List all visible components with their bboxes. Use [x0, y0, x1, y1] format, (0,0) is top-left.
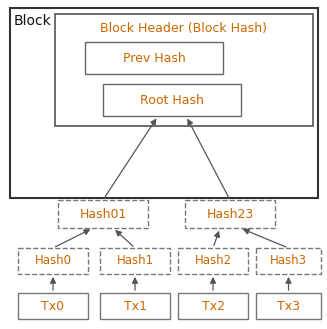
Bar	[55, 14, 313, 126]
Bar	[103, 84, 241, 116]
Bar	[178, 248, 248, 274]
Text: Tx0: Tx0	[42, 299, 64, 313]
Bar	[256, 248, 321, 274]
Text: Prev Hash: Prev Hash	[123, 52, 185, 64]
Text: Tx3: Tx3	[277, 299, 300, 313]
Text: Hash3: Hash3	[270, 255, 307, 267]
Text: Block Header (Block Hash): Block Header (Block Hash)	[100, 22, 267, 35]
Text: Hash2: Hash2	[195, 255, 232, 267]
Bar	[100, 248, 170, 274]
Text: Hash1: Hash1	[116, 255, 154, 267]
Bar	[18, 248, 88, 274]
Bar	[256, 293, 321, 319]
Bar	[178, 293, 248, 319]
Text: Tx1: Tx1	[124, 299, 146, 313]
Text: Hash01: Hash01	[79, 208, 127, 220]
Text: Block: Block	[14, 14, 52, 28]
Bar	[10, 8, 318, 198]
Bar	[58, 200, 148, 228]
Text: Hash23: Hash23	[206, 208, 254, 220]
Bar	[185, 200, 275, 228]
Text: Tx2: Tx2	[201, 299, 225, 313]
Bar	[18, 293, 88, 319]
Text: Root Hash: Root Hash	[140, 93, 204, 107]
Text: Hash0: Hash0	[35, 255, 72, 267]
Bar	[100, 293, 170, 319]
Bar	[85, 42, 223, 74]
